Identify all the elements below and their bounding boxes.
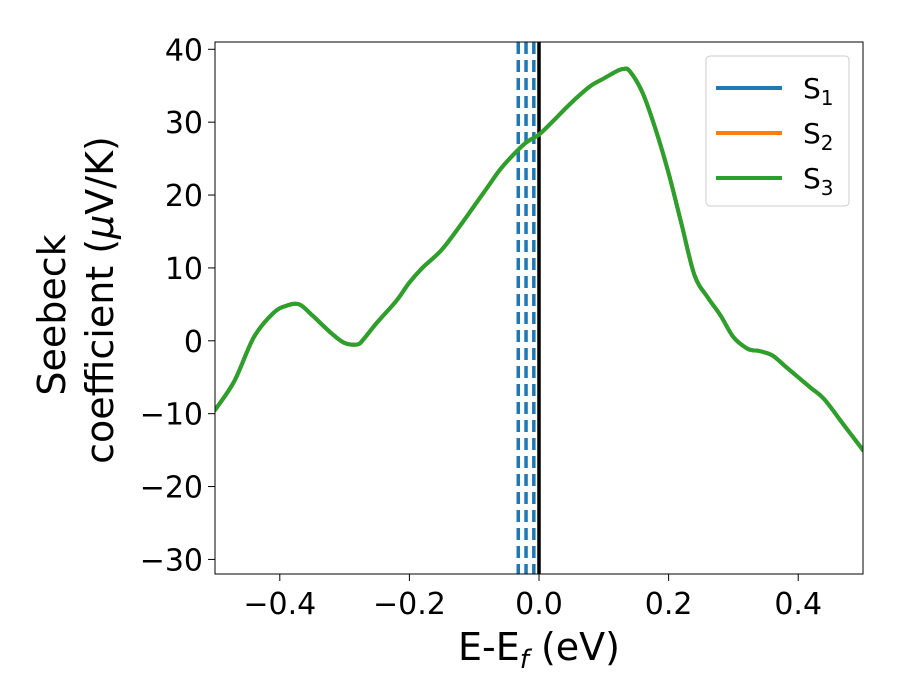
y-tick-label: 0: [184, 325, 203, 360]
legend-label-s2: S2: [803, 117, 834, 155]
y-tick-label: 20: [165, 179, 203, 214]
y-tick-label: 40: [165, 33, 203, 68]
x-axis-label-unit: (eV): [529, 625, 620, 669]
y-tick-label: −20: [140, 471, 203, 506]
x-tick-label: −0.4: [243, 587, 316, 622]
y-axis-label-line2: coefficient (μV/K): [78, 136, 122, 464]
x-tick-label: 0.0: [515, 587, 563, 622]
x-axis-label-main: E-E: [458, 625, 520, 669]
x-tick-label: 0.2: [645, 587, 693, 622]
y-axis-label-unit: V/K): [78, 136, 122, 215]
y-axis-label: Seebeck coefficient (μV/K): [30, 136, 122, 464]
x-tick-label: 0.4: [774, 587, 822, 622]
x-tick-label: −0.2: [373, 587, 446, 622]
legend-label-s1: S1: [803, 72, 834, 110]
y-tick-label: −10: [140, 398, 203, 433]
series-line-s3: [215, 66, 863, 453]
legend: S1 S2 S3: [705, 55, 850, 207]
y-tick-label: −30: [140, 543, 203, 578]
x-axis-label: E-Ef (eV): [458, 625, 620, 675]
legend-label-s3: S3: [803, 162, 834, 200]
y-axis-label-mu: μ: [78, 215, 122, 240]
y-tick-label: 10: [165, 252, 203, 287]
y-axis-label-line1: Seebeck: [30, 234, 74, 395]
y-tick-label: 30: [165, 106, 203, 141]
y-axis-label-coef: coefficient (: [78, 239, 122, 464]
